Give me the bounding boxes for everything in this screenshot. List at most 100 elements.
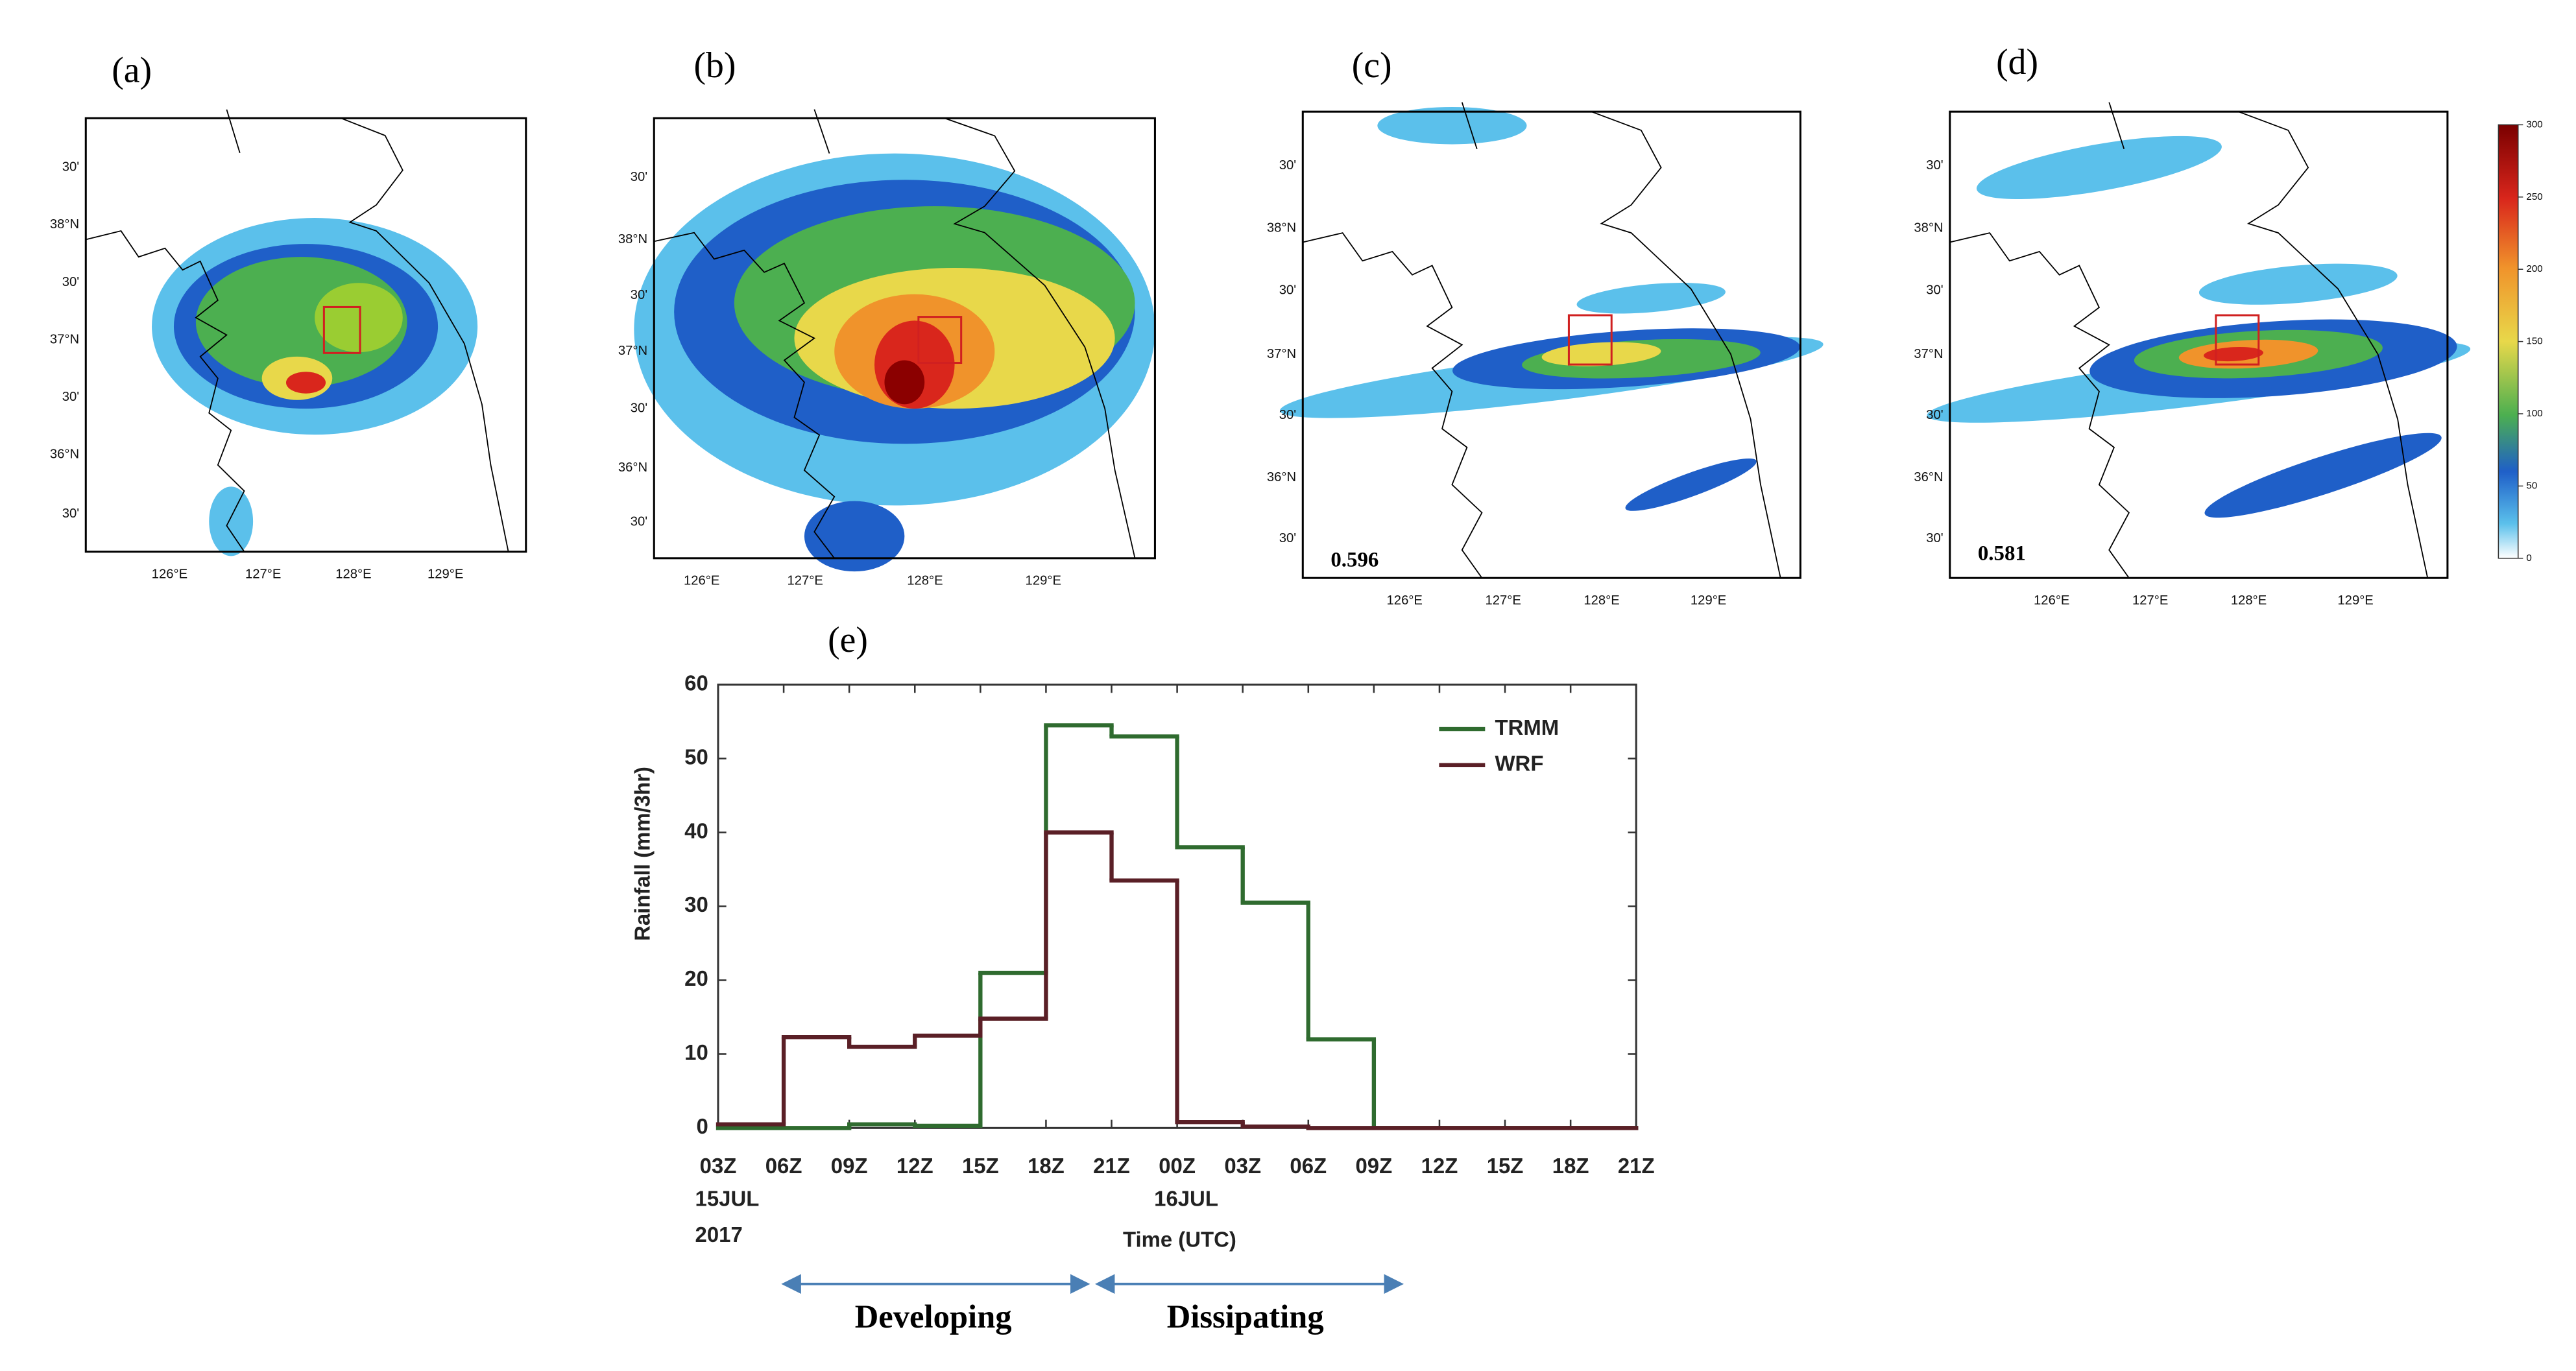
panel-label: (e) — [828, 620, 868, 660]
x-tick-label: 12Z — [1421, 1154, 1458, 1178]
map-x-label: 128°E — [907, 574, 943, 588]
map-y-label: 30' — [1279, 283, 1296, 297]
y-tick-label: 20 — [684, 966, 708, 990]
map-x-label: 127°E — [2132, 593, 2168, 608]
y-tick-label: 40 — [684, 818, 708, 842]
panel-label: (b) — [693, 45, 736, 86]
rain-contour — [1625, 458, 1757, 511]
panel-label: (a) — [112, 51, 152, 91]
rain-contour — [1576, 283, 1726, 314]
map-border — [1949, 110, 2449, 579]
x-annotation: 2017 — [695, 1222, 743, 1246]
map-border — [1301, 110, 1801, 579]
rain-contour — [1541, 342, 1661, 366]
y-tick-label: 50 — [684, 745, 708, 769]
map-y-label: 36°N — [618, 460, 647, 475]
colorbar-label: 150 — [2526, 336, 2542, 347]
map-y-label: 30' — [62, 390, 79, 404]
map-y-label: 36°N — [1914, 470, 1943, 484]
map-y-label: 38°N — [1914, 221, 1943, 235]
panel-label: (c) — [1352, 45, 1392, 86]
legend-label: WRF — [1495, 751, 1543, 775]
phase-label: Dissipating — [1167, 1298, 1324, 1335]
panel-label: (d) — [1996, 42, 2038, 82]
rain-contour — [2204, 433, 2442, 518]
map-border — [84, 117, 527, 553]
coastline — [654, 110, 1135, 558]
rain-field — [634, 153, 1155, 572]
map-x-label: 127°E — [245, 567, 281, 581]
map-y-label: 37°N — [1914, 347, 1943, 361]
colorbar — [2498, 124, 2519, 559]
x-tick-label: 18Z — [1028, 1154, 1065, 1178]
x-tick-label: 21Z — [1093, 1154, 1130, 1178]
y-tick-label: 10 — [684, 1040, 708, 1064]
rain-contour — [2198, 263, 2398, 305]
rain-contour — [315, 283, 403, 353]
map-y-label: 30' — [631, 170, 647, 184]
map-y-label: 30' — [1279, 408, 1296, 422]
coastline — [86, 110, 508, 552]
rain-field — [1280, 106, 1824, 511]
map-y-label: 38°N — [50, 217, 79, 232]
colorbar-label: 250 — [2526, 191, 2542, 202]
skill-score: 0.581 — [1978, 542, 2026, 565]
x-tick-label: 18Z — [1552, 1154, 1589, 1178]
y-tick-label: 60 — [684, 671, 708, 695]
map-y-label: 30' — [631, 288, 647, 302]
map-x-label: 129°E — [1026, 574, 1061, 588]
map-x-label: 129°E — [427, 567, 463, 581]
map-y-label: 30' — [62, 275, 79, 289]
x-tick-label: 00Z — [1159, 1154, 1196, 1178]
x-tick-label: 03Z — [1224, 1154, 1261, 1178]
rain-contour — [285, 372, 326, 394]
map-y-label: 37°N — [1267, 347, 1296, 361]
rain-contour — [804, 501, 905, 572]
map-border — [653, 117, 1156, 560]
map-y-label: 30' — [631, 401, 647, 416]
map-x-label: 129°E — [2337, 593, 2373, 608]
y-tick-label: 0 — [696, 1114, 708, 1138]
map-y-label: 37°N — [618, 344, 647, 358]
y-tick-label: 30 — [684, 892, 708, 916]
x-tick-label: 09Z — [831, 1154, 868, 1178]
region-box — [1567, 314, 1613, 366]
map-y-label: 30' — [62, 507, 79, 521]
map-y-label: 36°N — [1267, 470, 1296, 484]
colorbar-label: 50 — [2526, 480, 2537, 491]
colorbar-label: 100 — [2526, 408, 2542, 419]
phase-label: Developing — [855, 1298, 1012, 1335]
map-y-label: 30' — [1279, 158, 1296, 173]
x-annotation: 15JUL — [695, 1186, 760, 1210]
legend-label: TRMM — [1495, 715, 1559, 739]
map-y-label: 30' — [1926, 283, 1943, 297]
map-y-label: 38°N — [618, 232, 647, 246]
map-x-label: 128°E — [1583, 593, 1619, 608]
map-x-label: 126°E — [1387, 593, 1423, 608]
map-x-label: 127°E — [787, 574, 823, 588]
x-tick-label: 15Z — [1487, 1154, 1524, 1178]
map-y-label: 30' — [1279, 531, 1296, 545]
colorbar-label: 200 — [2526, 263, 2542, 274]
rain-contour — [1377, 106, 1527, 145]
y-axis-title: Rainfall (mm/3hr) — [631, 767, 655, 941]
rain-field — [152, 218, 478, 556]
map-x-label: 126°E — [684, 574, 719, 588]
x-tick-label: 06Z — [765, 1154, 802, 1178]
map-y-label: 30' — [1926, 408, 1943, 422]
colorbar-label: 0 — [2526, 553, 2531, 564]
x-tick-label: 21Z — [1618, 1154, 1655, 1178]
region-box — [322, 305, 361, 354]
x-tick-label: 03Z — [700, 1154, 737, 1178]
map-x-label: 128°E — [335, 567, 371, 581]
rain-contour — [2204, 347, 2264, 362]
x-tick-label: 09Z — [1356, 1154, 1393, 1178]
rain-contour — [1976, 136, 2222, 200]
rain-field — [1927, 136, 2471, 518]
map-y-label: 30' — [62, 160, 79, 174]
map-y-label: 30' — [1926, 531, 1943, 545]
map-y-label: 30' — [631, 514, 647, 529]
x-axis-title: Time (UTC) — [1123, 1228, 1236, 1252]
x-tick-label: 12Z — [897, 1154, 933, 1178]
x-tick-label: 06Z — [1290, 1154, 1327, 1178]
